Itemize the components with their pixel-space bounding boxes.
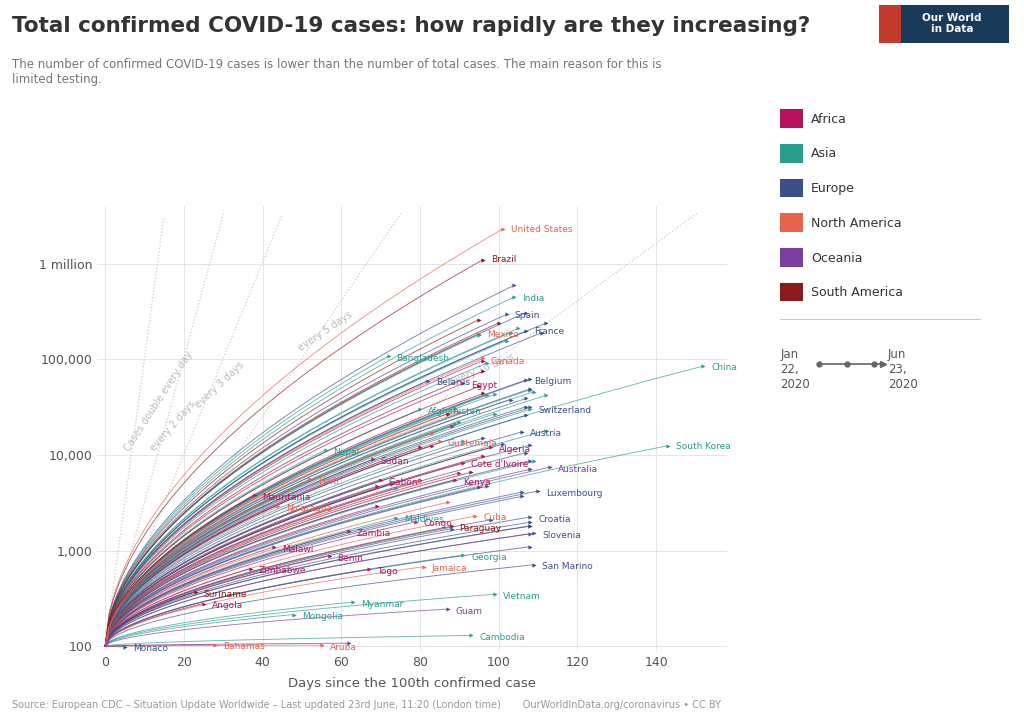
Text: every 10 days: every 10 days	[447, 352, 515, 387]
Text: Kenya: Kenya	[463, 478, 490, 487]
Text: Vietnam: Vietnam	[503, 591, 541, 601]
Text: Mauritania: Mauritania	[262, 493, 311, 502]
Text: Myanmar: Myanmar	[361, 600, 403, 609]
Text: Haiti: Haiti	[317, 477, 339, 486]
Text: Jun
23,
2020: Jun 23, 2020	[888, 348, 918, 390]
Text: Georgia: Georgia	[471, 552, 507, 562]
Text: Afghanistan: Afghanistan	[428, 407, 481, 416]
Text: Our World
in Data: Our World in Data	[923, 13, 982, 34]
Text: Zambia: Zambia	[357, 529, 391, 538]
Text: Bangladesh: Bangladesh	[396, 354, 450, 363]
Text: South America: South America	[811, 286, 903, 299]
Text: Asia: Asia	[811, 147, 838, 161]
Text: North America: North America	[811, 217, 902, 230]
Text: Jan
22,
2020: Jan 22, 2020	[780, 348, 810, 390]
Text: Egypt: Egypt	[471, 381, 498, 390]
Text: Europe: Europe	[811, 182, 855, 195]
Text: Belgium: Belgium	[535, 377, 571, 387]
Text: Spain: Spain	[514, 312, 540, 320]
Text: Cote d'Ivoire: Cote d'Ivoire	[471, 461, 528, 469]
Text: Guatemala: Guatemala	[447, 439, 498, 448]
Text: Cambodia: Cambodia	[479, 633, 524, 642]
Text: Mexico: Mexico	[487, 330, 519, 339]
Text: Belarus: Belarus	[436, 378, 470, 388]
Text: San Marino: San Marino	[542, 562, 593, 571]
Text: Guam: Guam	[456, 607, 482, 616]
Text: Jamaica: Jamaica	[432, 565, 467, 573]
Text: France: France	[535, 327, 564, 336]
Text: Cuba: Cuba	[483, 513, 506, 523]
Text: Congo: Congo	[424, 520, 453, 529]
Text: Maldives: Maldives	[404, 515, 444, 524]
Text: Austria: Austria	[530, 429, 562, 438]
X-axis label: Days since the 100th confirmed case: Days since the 100th confirmed case	[288, 677, 537, 690]
Text: Angola: Angola	[211, 602, 243, 610]
Text: Benin: Benin	[337, 554, 364, 562]
Text: Oceania: Oceania	[811, 252, 862, 265]
Text: Mongolia: Mongolia	[302, 612, 343, 621]
Text: The number of confirmed COVID-19 cases is lower than the number of total cases. : The number of confirmed COVID-19 cases i…	[12, 58, 662, 86]
Text: Monaco: Monaco	[133, 644, 168, 654]
Bar	[879, 5, 901, 43]
Text: Brazil: Brazil	[490, 255, 516, 264]
Text: Africa: Africa	[811, 113, 847, 126]
Text: Canada: Canada	[490, 356, 525, 366]
Text: Nepal: Nepal	[334, 448, 359, 457]
Text: India: India	[522, 294, 545, 303]
Text: China: China	[712, 363, 737, 372]
Text: every 2 days: every 2 days	[148, 399, 198, 453]
Text: South Korea: South Korea	[676, 442, 730, 451]
Text: Slovenia: Slovenia	[542, 531, 581, 540]
Text: United States: United States	[511, 225, 572, 234]
Text: Suriname: Suriname	[204, 590, 247, 599]
Text: Luxembourg: Luxembourg	[546, 489, 602, 497]
Text: Source: European CDC – Situation Update Worldwide – Last updated 23rd June, 11:2: Source: European CDC – Situation Update …	[12, 700, 721, 710]
Text: Bahamas: Bahamas	[223, 642, 265, 651]
Text: Zimbabwe: Zimbabwe	[259, 566, 306, 576]
Text: Aruba: Aruba	[330, 643, 356, 651]
Text: Sudan: Sudan	[381, 457, 410, 466]
Text: every 3 days: every 3 days	[193, 360, 246, 410]
Text: Paraguay: Paraguay	[460, 524, 502, 533]
Text: Nicaragua: Nicaragua	[286, 504, 333, 513]
Text: Switzerland: Switzerland	[539, 406, 591, 414]
Text: Total confirmed COVID-19 cases: how rapidly are they increasing?: Total confirmed COVID-19 cases: how rapi…	[12, 16, 811, 36]
Text: Cases double every day: Cases double every day	[122, 350, 195, 453]
Text: every 5 days: every 5 days	[296, 309, 354, 353]
Text: Croatia: Croatia	[539, 515, 570, 523]
Text: Gabon: Gabon	[388, 478, 418, 487]
Text: Australia: Australia	[558, 465, 598, 474]
Text: Malawi: Malawi	[283, 544, 313, 554]
Text: Togo: Togo	[377, 567, 397, 576]
Text: Algeria: Algeria	[499, 445, 530, 454]
